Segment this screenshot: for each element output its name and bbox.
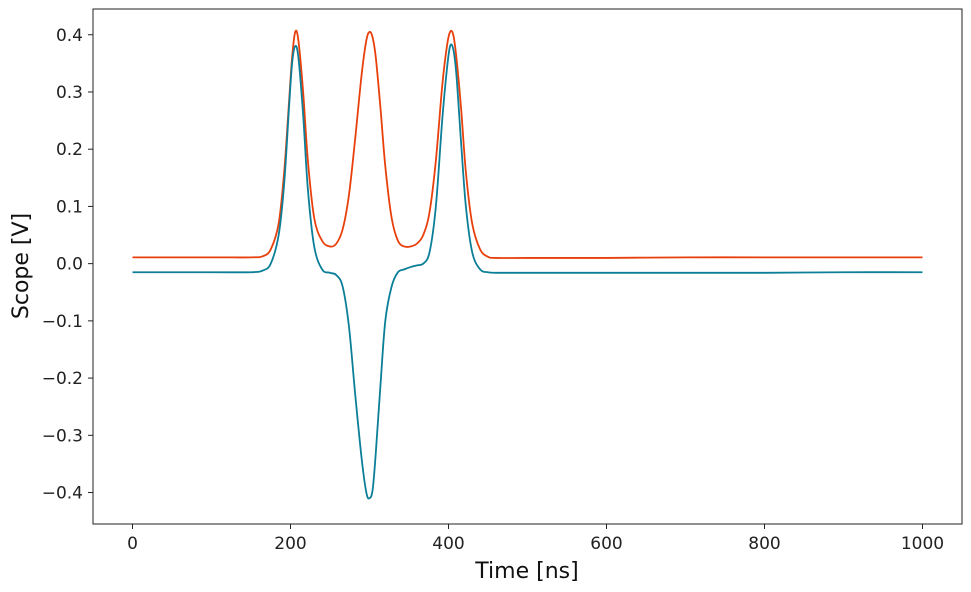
y-tick-label: −0.2 [42, 369, 83, 389]
x-tick-label: 0 [127, 534, 138, 554]
x-tick-label: 600 [590, 534, 622, 554]
y-tick-label: 0.2 [56, 140, 83, 160]
series-layer [132, 29, 923, 500]
x-tick-label: 800 [748, 534, 780, 554]
y-tick-label: 0.1 [56, 197, 83, 217]
x-axis-ticks: 0 200 400 600 800 1000 [127, 524, 944, 554]
y-tick-label: 0.3 [56, 83, 83, 103]
x-tick-label: 400 [432, 534, 464, 554]
series-line-teal [132, 43, 923, 500]
series-line-orange [132, 29, 923, 259]
x-tick-label: 1000 [901, 534, 944, 554]
plot-frame [92, 8, 963, 525]
y-axis-title: Scope [V] [9, 213, 34, 319]
y-tick-label: 0.0 [56, 255, 83, 275]
y-tick-label: −0.1 [42, 312, 83, 332]
y-axis-ticks: 0.4 0.3 0.2 0.1 0.0 −0.1 −0.2 −0.3 −0.4 [42, 26, 93, 504]
y-tick-label: −0.3 [42, 426, 83, 446]
x-axis-title: Time [ns] [474, 559, 578, 584]
y-tick-label: −0.4 [42, 484, 83, 504]
y-tick-label: 0.4 [56, 26, 83, 46]
x-tick-label: 200 [274, 534, 306, 554]
